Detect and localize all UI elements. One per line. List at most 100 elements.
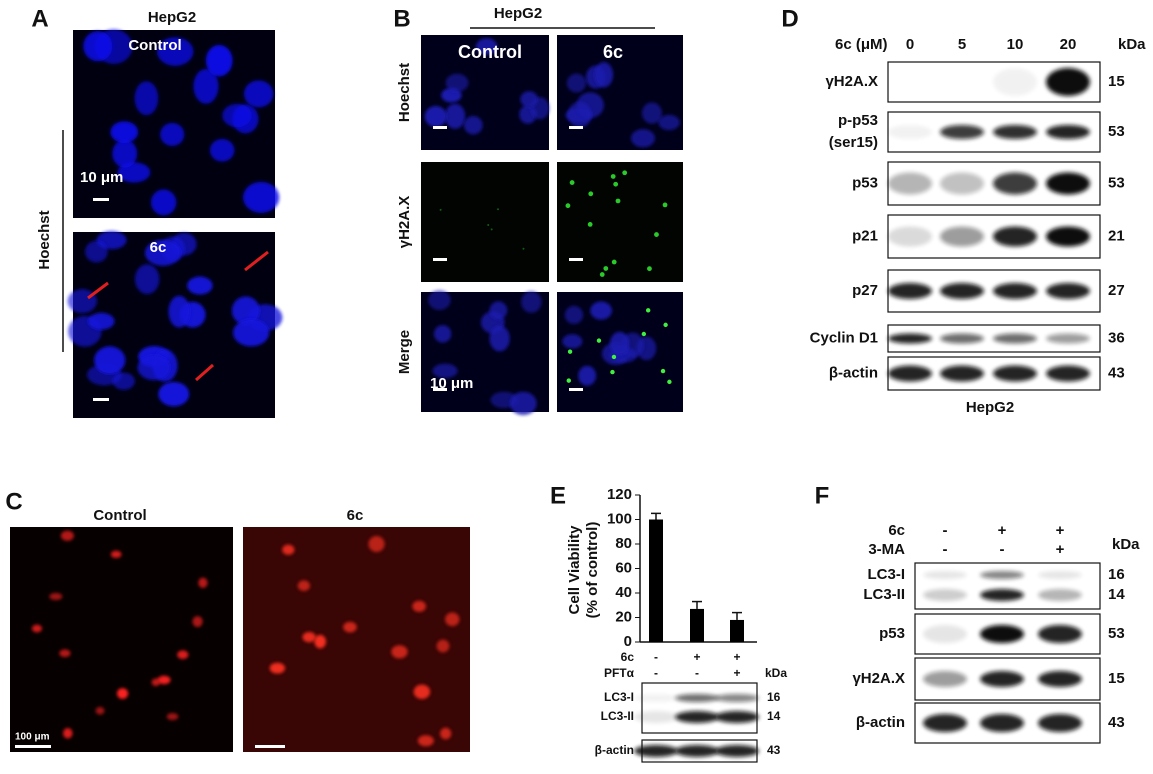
cell	[209, 138, 235, 162]
scale-bar	[569, 388, 583, 391]
cell-line-label: HepG2	[966, 399, 1014, 416]
band	[940, 172, 984, 195]
image-label: 6c	[150, 239, 167, 256]
condition-label: 3-MA	[868, 541, 905, 558]
panel-title: HepG2	[148, 9, 196, 26]
focus	[569, 180, 575, 185]
cell	[590, 301, 612, 320]
cell	[630, 129, 656, 148]
kda-label: 15	[1108, 670, 1125, 687]
cell	[609, 331, 630, 356]
band	[675, 745, 719, 757]
band	[888, 283, 932, 299]
band	[1046, 365, 1090, 382]
kda-label: 36	[1108, 329, 1125, 346]
focus	[599, 272, 605, 277]
row-label: γH2A.X	[396, 196, 413, 249]
cell	[85, 240, 108, 263]
band	[888, 333, 932, 344]
cell	[424, 105, 447, 127]
focus	[566, 378, 571, 383]
kda-label: 43	[1108, 364, 1125, 381]
band	[993, 125, 1037, 139]
cell	[94, 346, 126, 375]
focus	[596, 338, 602, 343]
band	[1038, 671, 1082, 687]
kda-label: 43	[1108, 714, 1125, 731]
kda-label: 21	[1108, 227, 1125, 244]
focus	[439, 208, 442, 211]
scale-bar	[255, 745, 285, 748]
y-tick-label: 20	[615, 608, 632, 625]
band	[675, 711, 719, 723]
scale-bar	[433, 126, 447, 129]
condition-sign: -	[695, 666, 699, 680]
protein-label: LC3-I	[868, 566, 906, 583]
cell	[417, 735, 434, 747]
cell	[391, 645, 408, 659]
band	[888, 125, 932, 139]
focus	[622, 170, 628, 176]
y-tick-label: 80	[615, 535, 632, 552]
cell	[166, 712, 179, 721]
cell	[137, 354, 171, 381]
focus	[645, 308, 651, 313]
panel-title: HepG2	[494, 5, 542, 22]
blot	[914, 562, 1101, 610]
arrow	[195, 363, 214, 382]
cell	[436, 639, 450, 653]
focus	[490, 228, 493, 231]
kda-label: 14	[767, 709, 781, 723]
scale-bar	[93, 398, 109, 401]
kda-label: 43	[767, 743, 781, 757]
protein-label: γH2A.X	[825, 73, 878, 90]
dose-label: 5	[958, 36, 966, 53]
condition-sign: -	[654, 650, 658, 664]
band	[1038, 571, 1082, 579]
protein-label: Cyclin D1	[810, 329, 878, 346]
cell	[157, 675, 171, 685]
band	[1046, 226, 1090, 247]
panel-label: B	[393, 5, 410, 32]
band	[923, 714, 967, 732]
band	[940, 365, 984, 382]
band	[923, 625, 967, 643]
blot	[641, 682, 758, 734]
cell	[95, 706, 105, 715]
scale-bar	[433, 258, 447, 261]
band	[715, 745, 759, 757]
focus	[587, 222, 593, 227]
protein-label: p21	[852, 227, 878, 244]
cell	[198, 577, 208, 589]
band	[923, 589, 967, 601]
band	[980, 589, 1024, 601]
focus	[613, 181, 619, 187]
cell	[368, 536, 385, 552]
cell	[445, 612, 460, 627]
cell	[641, 102, 662, 124]
condition-label: PFTα	[604, 666, 635, 680]
kda-label: 27	[1108, 282, 1125, 299]
focus	[663, 322, 668, 328]
condition-sign: +	[1056, 522, 1065, 539]
arrow	[87, 281, 109, 300]
band	[634, 694, 678, 702]
focus	[611, 354, 617, 360]
cell	[463, 115, 483, 135]
focus	[611, 259, 617, 265]
cell	[440, 727, 452, 740]
cell	[156, 37, 194, 66]
band	[1046, 283, 1090, 299]
scale-label: 10 μm	[80, 169, 123, 186]
cell	[444, 103, 466, 129]
scale-bar	[433, 388, 447, 391]
cell	[116, 688, 129, 699]
unit-label: kDa	[1112, 536, 1140, 553]
cell	[578, 365, 597, 386]
protein-label: p53	[879, 625, 905, 642]
condition-label: 6c	[621, 650, 635, 664]
kda-label: 15	[1108, 73, 1125, 90]
band	[993, 283, 1037, 299]
cell	[168, 295, 191, 328]
protein-label: β-actin	[595, 743, 634, 757]
